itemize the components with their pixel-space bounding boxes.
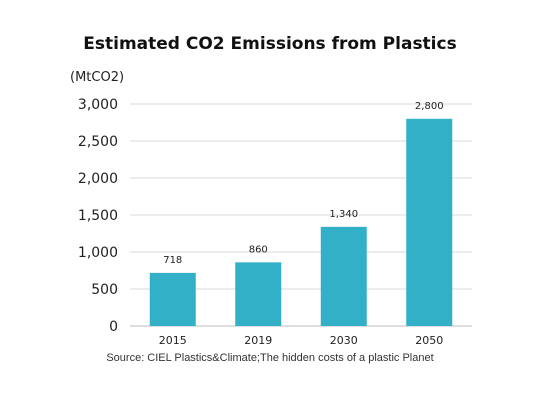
y-tick-label: 2,000	[78, 171, 118, 187]
data-label-2015: 718	[163, 255, 182, 266]
y-tick-label: 500	[91, 282, 118, 298]
bar-2015	[149, 272, 196, 326]
data-label-2050: 2,800	[415, 101, 444, 112]
y-axis-unit-label: (MtCO2)	[70, 70, 125, 85]
x-category-label: 2015	[159, 334, 187, 347]
y-tick-label: 3,000	[78, 97, 118, 113]
y-tick-label: 1,500	[78, 208, 118, 224]
y-tick-label: 1,000	[78, 245, 118, 261]
bars	[149, 118, 453, 326]
y-tick-label: 0	[109, 319, 118, 335]
source-note: Source: CIEL Plastics&Climate;The hidden…	[106, 352, 434, 364]
bar-2030	[320, 226, 367, 326]
data-label-2019: 860	[249, 244, 268, 255]
x-axis-categories: 2015 2019 2030 2050	[159, 334, 444, 347]
x-category-label: 2050	[415, 334, 443, 347]
chart-title: Estimated CO2 Emissions from Plastics	[83, 34, 457, 54]
data-label-2030: 1,340	[329, 209, 358, 220]
data-labels: 718 860 1,340 2,800	[163, 101, 443, 266]
bar-2050	[406, 118, 453, 326]
y-axis-ticks: 0 500 1,000 1,500 2,000 2,500 3,000	[78, 97, 118, 335]
x-category-label: 2030	[330, 334, 358, 347]
x-category-label: 2019	[244, 334, 272, 347]
y-tick-label: 2,500	[78, 134, 118, 150]
bar-2019	[235, 262, 282, 326]
